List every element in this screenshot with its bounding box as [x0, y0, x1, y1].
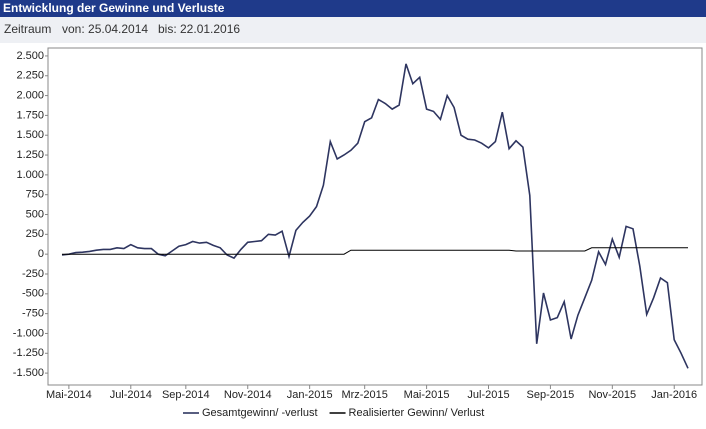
- plot-frame: [47, 47, 703, 386]
- y-tick-label: -750: [22, 308, 44, 320]
- y-tick-label: 1.750: [16, 109, 44, 121]
- y-tick-label: -1.000: [13, 327, 44, 339]
- period-label: Zeitraum: [4, 22, 51, 36]
- y-tick-label: 2.000: [16, 89, 44, 101]
- x-tick-label: Nov-2014: [224, 389, 272, 401]
- title: Entwicklung der Gewinne und Verluste: [3, 1, 225, 15]
- legend-label: Realisierter Gewinn/ Verlust: [349, 407, 485, 419]
- series-line: [61, 63, 689, 369]
- y-tick-label: 0: [38, 248, 44, 260]
- y-tick-label: 1.000: [16, 169, 44, 181]
- x-tick-label: Mai-2015: [404, 389, 450, 401]
- y-tick-label: 1.250: [16, 149, 44, 161]
- series-line: [62, 247, 688, 255]
- x-tick-label: Mai-2014: [46, 389, 92, 401]
- y-tick-label: 750: [26, 189, 44, 201]
- y-tick-label: -1.250: [13, 347, 44, 359]
- period-bar: [0, 17, 706, 43]
- period-to: bis: 22.01.2016: [158, 22, 240, 36]
- x-tick-label: Jan-2015: [287, 389, 333, 401]
- x-tick-label: Mrz-2015: [341, 389, 387, 401]
- y-tick-label: -250: [22, 268, 44, 280]
- y-tick-label: -500: [22, 288, 44, 300]
- x-tick-label: Sep-2014: [162, 389, 210, 401]
- x-tick-label: Jul-2014: [110, 389, 152, 401]
- x-tick-label: Nov-2015: [588, 389, 636, 401]
- period-from: von: 25.04.2014: [62, 22, 148, 36]
- y-tick-label: 2.500: [16, 50, 44, 62]
- y-tick-label: 500: [26, 208, 44, 220]
- title-bar: [0, 0, 706, 17]
- y-tick-label: 2.250: [16, 70, 44, 82]
- x-tick-label: Jul-2015: [467, 389, 509, 401]
- legend-label: Gesamtgewinn/ -verlust: [202, 407, 318, 419]
- x-tick-label: Sep-2015: [527, 389, 575, 401]
- x-tick-label: Jan-2016: [651, 389, 697, 401]
- y-tick-label: -1.500: [13, 367, 44, 379]
- y-tick-label: 250: [26, 228, 44, 240]
- y-tick-label: 1.500: [16, 129, 44, 141]
